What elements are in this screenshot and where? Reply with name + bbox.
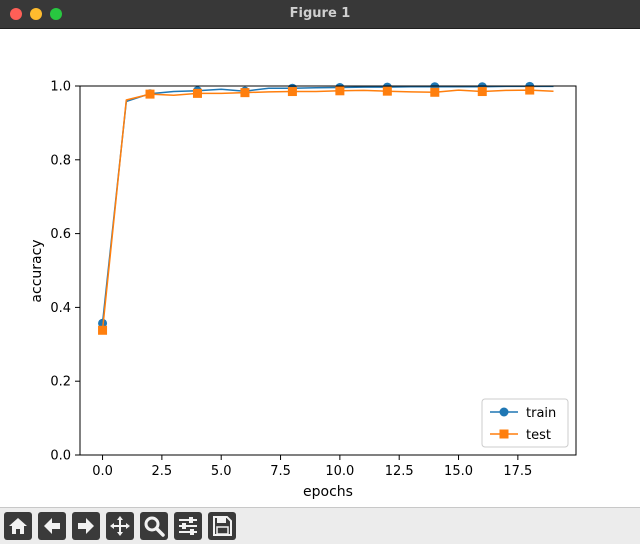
data-point-test	[382, 86, 392, 96]
legend-label-test: test	[526, 428, 551, 443]
x-tick-label: 7.5	[270, 464, 291, 479]
y-tick-label: 0.2	[50, 375, 71, 390]
window-title: Figure 1	[289, 6, 351, 21]
home-icon	[9, 518, 27, 534]
x-tick-label: 2.5	[152, 464, 173, 479]
data-point-test	[145, 89, 155, 99]
home-button[interactable]	[4, 512, 32, 540]
series-line-train	[101, 85, 554, 324]
data-point-test	[525, 85, 535, 95]
title-bar: Figure 1	[0, 0, 640, 29]
sliders-icon	[179, 517, 197, 535]
accuracy-chart: 0.0 2.5 5.0 7.5 10.0 12.5 15.0 17.5 0.0 0.2 0.4 0.6…	[29, 80, 577, 500]
save-button[interactable]	[208, 512, 236, 540]
figure-canvas: 0.0 2.5 5.0 7.5 10.0 12.5 15.0 17.5 0.0 0.2 0.4 0.6…	[0, 29, 640, 507]
x-axis-label: epochs	[303, 484, 353, 500]
data-point-test	[477, 87, 487, 97]
forward-button[interactable]	[72, 512, 100, 540]
x-tick-label: 15.0	[444, 464, 473, 479]
arrow-left-icon	[44, 518, 60, 534]
legend-marker-test	[499, 429, 509, 439]
configure-subplots-button[interactable]	[174, 512, 202, 540]
data-point-test	[335, 86, 345, 96]
axes-frame	[79, 85, 577, 456]
data-point-test	[192, 88, 202, 98]
data-point-test	[287, 87, 297, 97]
navigation-toolbar	[0, 507, 640, 544]
x-tick-label: 10.0	[325, 464, 354, 479]
y-tick-label: 0.0	[50, 449, 71, 464]
move-icon	[110, 516, 130, 536]
x-tick-label: 17.5	[503, 464, 532, 479]
legend-marker-train	[499, 407, 509, 417]
zoom-button[interactable]	[140, 512, 168, 540]
maximize-window-button[interactable]	[50, 8, 62, 20]
x-tick-label: 5.0	[211, 464, 232, 479]
series-line-test	[101, 89, 554, 331]
y-tick-label: 0.6	[50, 227, 71, 242]
y-tick-label: 0.8	[50, 153, 71, 168]
legend-label-train: train	[526, 406, 556, 421]
pan-button[interactable]	[106, 512, 134, 540]
data-point-test	[98, 325, 108, 335]
y-tick-label: 1.0	[50, 80, 71, 95]
close-window-button[interactable]	[10, 8, 22, 20]
magnifier-icon	[144, 516, 165, 537]
arrow-right-icon	[78, 518, 94, 534]
back-button[interactable]	[38, 512, 66, 540]
minimize-window-button[interactable]	[30, 8, 42, 20]
data-point-test	[240, 88, 250, 98]
x-tick-label: 12.5	[385, 464, 414, 479]
data-point-test	[430, 87, 440, 97]
y-axis-label: accuracy	[29, 239, 45, 302]
floppy-disk-icon	[213, 516, 232, 536]
x-tick-label: 0.0	[92, 464, 113, 479]
y-tick-label: 0.4	[50, 301, 71, 316]
